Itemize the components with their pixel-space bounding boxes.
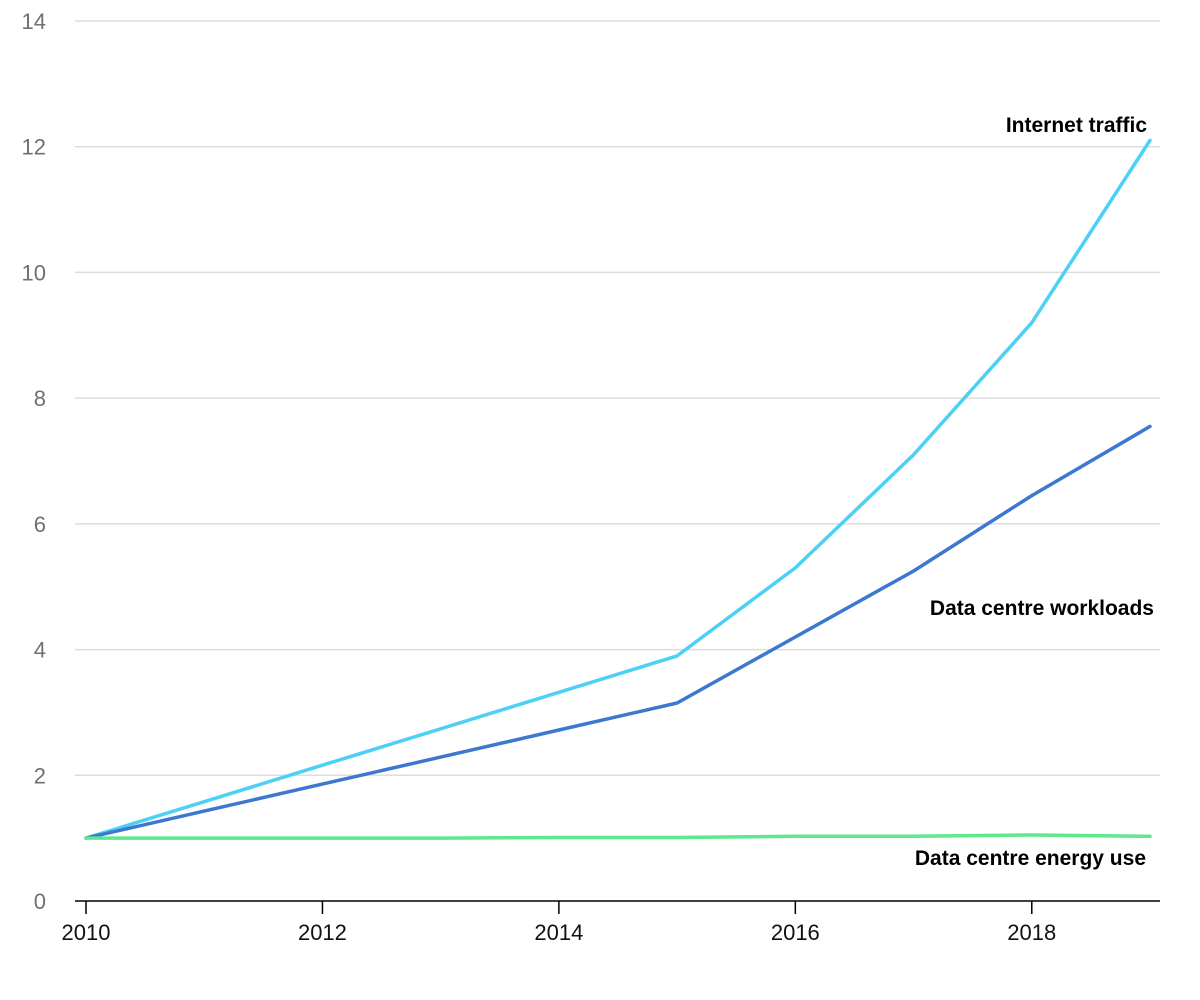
series-line-data-centre-workloads (84, 424, 1152, 840)
y-tick-label: 12 (22, 135, 46, 160)
series-lines (84, 138, 1152, 840)
x-axis-tick-labels: 2010 2012 2014 2016 2018 (62, 920, 1057, 945)
series-label: Internet traffic (1006, 114, 1148, 137)
series-label: Data centre energy use (915, 847, 1146, 870)
y-tick-label: 10 (22, 260, 46, 285)
x-tick-label: 2010 (62, 920, 111, 945)
series-labels: Internet traffic Data centre workloads Dat… (915, 114, 1154, 870)
y-tick-label: 2 (34, 763, 46, 788)
x-tick-label: 2016 (771, 920, 820, 945)
x-tick-label: 2014 (534, 920, 583, 945)
series-line-internet-traffic (84, 138, 1152, 840)
series-label: Data centre workloads (930, 597, 1154, 620)
y-tick-label: 8 (34, 386, 46, 411)
y-tick-label: 14 (22, 9, 46, 34)
series-line-data-centre-energy-use (84, 833, 1152, 840)
x-tick-label: 2018 (1007, 920, 1056, 945)
y-tick-label: 4 (34, 638, 46, 663)
y-tick-label: 0 (34, 889, 46, 914)
x-axis (75, 900, 1160, 914)
x-tick-label: 2012 (298, 920, 347, 945)
y-tick-label: 6 (34, 512, 46, 537)
y-axis-tick-labels: 0 2 4 6 8 10 12 14 (22, 9, 46, 914)
gridlines (75, 20, 1160, 777)
